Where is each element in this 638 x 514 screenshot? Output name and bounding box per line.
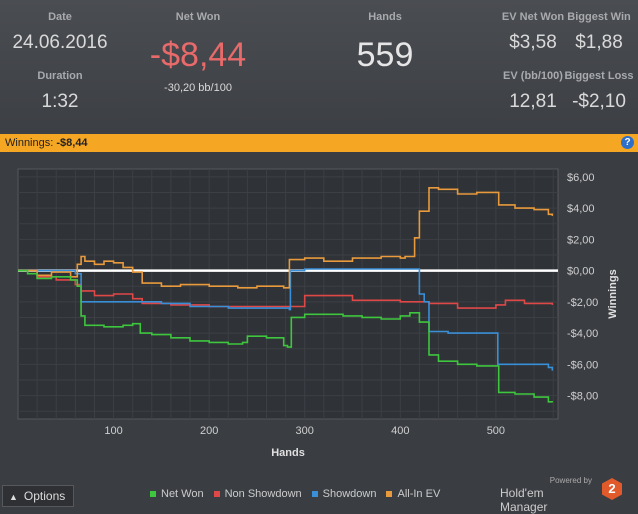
- winnings-banner: Winnings: -$8,44 ?: [0, 134, 638, 152]
- net-won-value: -$8,44: [149, 36, 247, 74]
- session-stats-panel: Date 24.06.2016 Duration 1:32 Net Won -$…: [0, 0, 638, 134]
- biggest-loss-label: Biggest Loss: [564, 70, 634, 82]
- biggest-loss-value: -$2,10: [572, 91, 626, 112]
- net-won-label: Net Won: [175, 11, 221, 23]
- net-won-bb: -30,20 bb/100: [164, 82, 232, 94]
- options-button[interactable]: ▲ Options: [2, 485, 74, 507]
- date-value: 24.06.2016: [12, 32, 108, 53]
- series-line-showdown: [18, 268, 554, 371]
- chart-legend: Net Won Non Showdown Showdown All-In EV: [150, 488, 450, 500]
- ev-bb-value: 12,81: [509, 91, 557, 112]
- duration-label: Duration: [37, 70, 83, 82]
- duration-value: 1:32: [41, 91, 79, 112]
- legend-item[interactable]: Net Won: [150, 488, 204, 500]
- help-icon[interactable]: ?: [621, 136, 634, 149]
- hands-value: 559: [356, 36, 414, 74]
- winnings-chart: 100 200 300 400 500 $6,00 $4,00 $2,00 $0,00 -$2,0…: [0, 152, 638, 482]
- powered-by: Powered by: [549, 476, 592, 485]
- legend-label: Non Showdown: [224, 488, 302, 500]
- series-line-all-in-ev: [18, 187, 554, 289]
- winnings-label: Winnings:: [5, 137, 54, 149]
- chevron-up-icon: ▲: [9, 492, 18, 502]
- plot-background: [17, 168, 559, 420]
- legend-swatch: [311, 491, 318, 498]
- x-axis-label: Hands: [271, 447, 305, 459]
- ev-net-won-value: $3,58: [509, 32, 557, 53]
- x-tick-label: 400: [391, 425, 409, 437]
- legend-swatch: [213, 491, 220, 498]
- legend-label: Showdown: [322, 488, 377, 500]
- series-line-net-won: [18, 269, 554, 403]
- series-lines: [18, 187, 558, 403]
- biggest-win-label: Biggest Win: [567, 11, 631, 23]
- legend-item[interactable]: Non Showdown: [213, 488, 302, 500]
- winnings-chart-svg: 100 200 300 400 500 $6,00 $4,00 $2,00 $0,00 -$2,0…: [17, 168, 619, 459]
- y-tick-label: -$2,00: [567, 297, 598, 309]
- y-tick-label: $4,00: [567, 203, 595, 215]
- legend-item[interactable]: Showdown: [311, 488, 377, 500]
- y-tick-label: $2,00: [567, 234, 595, 246]
- brand: Powered by Hold'em Manager 2: [500, 476, 630, 514]
- x-tick-label: 300: [296, 425, 314, 437]
- y-tick-label: $0,00: [567, 266, 595, 278]
- hands-label: Hands: [368, 11, 402, 23]
- x-tick-label: 500: [487, 425, 505, 437]
- x-tick-label: 100: [104, 425, 122, 437]
- footer: ▲ Options Net Won Non Showdown Showdown All-…: [0, 476, 638, 514]
- y-tick-label: -$8,00: [567, 391, 598, 403]
- options-label: Options: [23, 489, 66, 503]
- ev-bb-label: EV (bb/100): [503, 70, 563, 82]
- winnings-summary: Winnings: -$8,44: [5, 137, 88, 149]
- legend-label: Net Won: [161, 488, 204, 500]
- ev-net-won-label: EV Net Won: [501, 11, 565, 23]
- legend-item[interactable]: All-In EV: [386, 488, 440, 500]
- legend-label: All-In EV: [397, 488, 441, 500]
- y-axis-label: Winnings: [607, 269, 619, 318]
- date-label: Date: [48, 11, 72, 23]
- brand-name: Hold'em Manager: [500, 486, 548, 514]
- hm2-logo-icon: 2: [602, 478, 622, 500]
- biggest-win-value: $1,88: [575, 32, 623, 53]
- y-tick-label: -$4,00: [567, 328, 598, 340]
- x-tick-label: 200: [200, 425, 218, 437]
- legend-swatch: [150, 491, 156, 498]
- y-tick-label: $6,00: [567, 172, 595, 184]
- legend-swatch: [386, 491, 393, 498]
- axis-ticks: 100 200 300 400 500 $6,00 $4,00 $2,00 $0,00 -$2,0…: [104, 172, 598, 437]
- y-tick-label: -$6,00: [567, 359, 598, 371]
- winnings-value: -$8,44: [56, 137, 88, 149]
